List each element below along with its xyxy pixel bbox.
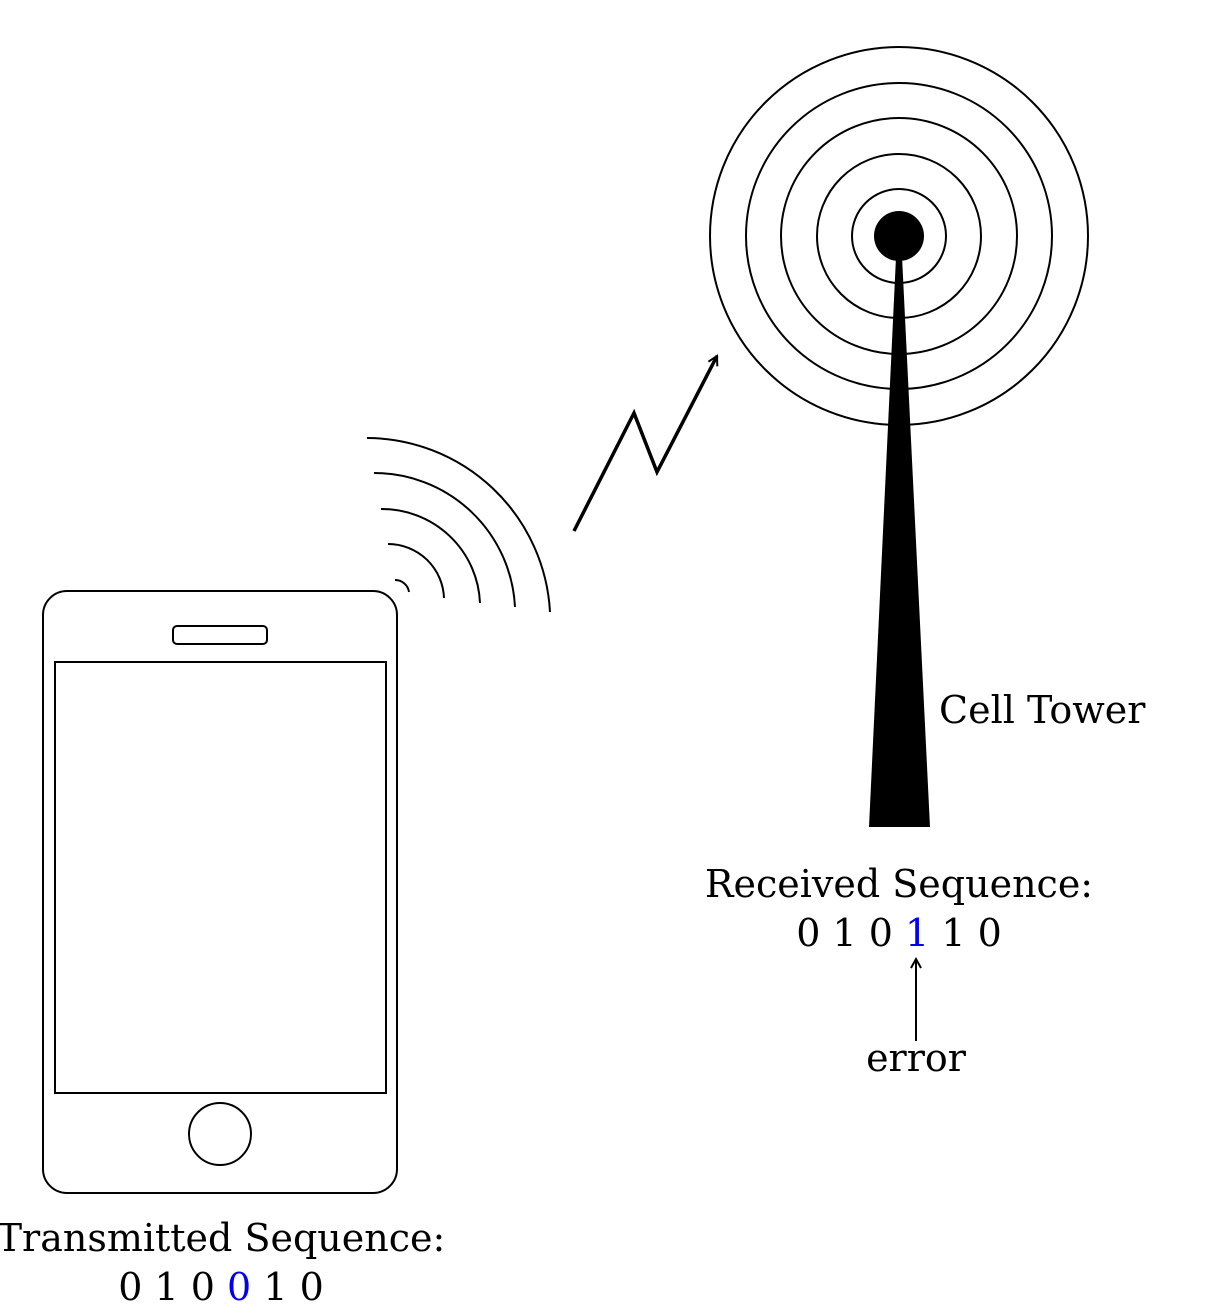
smartphone-icon xyxy=(42,590,398,1194)
transmitted-bit: 0 xyxy=(300,1265,324,1309)
signal-wave-5 xyxy=(366,437,551,613)
signal-wave-4 xyxy=(373,471,516,608)
transmitted-bit: 0 xyxy=(118,1265,142,1309)
signal-transmission-arrow xyxy=(572,356,719,532)
received-bit: 0 xyxy=(796,911,820,955)
phone-home-button xyxy=(188,1102,252,1166)
received-bit: 0 xyxy=(978,911,1002,955)
received-sequence-title: Received Sequence: xyxy=(705,862,1093,906)
transmitted-sequence: 0 1 0 0 1 0 xyxy=(118,1265,324,1309)
received-error-bit: 1 xyxy=(905,911,929,955)
tower-mast xyxy=(869,236,930,827)
received-bit: 0 xyxy=(869,911,893,955)
signal-wave-3 xyxy=(380,507,481,604)
received-bit: 1 xyxy=(832,911,856,955)
tower-antenna-tip xyxy=(874,211,924,261)
cell-tower-label: Cell Tower xyxy=(939,688,1146,732)
transmitted-flipped-bit: 0 xyxy=(227,1265,251,1309)
signal-wave-2 xyxy=(387,543,445,599)
error-label: error xyxy=(866,1036,967,1080)
cell-tower-icon xyxy=(709,46,1089,827)
phone-speaker xyxy=(172,625,268,645)
signal-waves-icon xyxy=(366,437,551,613)
transmitted-sequence-title: Transmitted Sequence: xyxy=(0,1216,445,1260)
phone-body xyxy=(42,590,398,1194)
phone-screen xyxy=(54,661,387,1094)
transmitted-bit: 1 xyxy=(263,1265,287,1309)
received-sequence: 0 1 0 1 1 0 xyxy=(796,911,1002,955)
transmitted-bit: 0 xyxy=(191,1265,215,1309)
transmitted-bit: 1 xyxy=(154,1265,178,1309)
signal-wave-1 xyxy=(394,578,410,593)
received-bit: 1 xyxy=(941,911,965,955)
